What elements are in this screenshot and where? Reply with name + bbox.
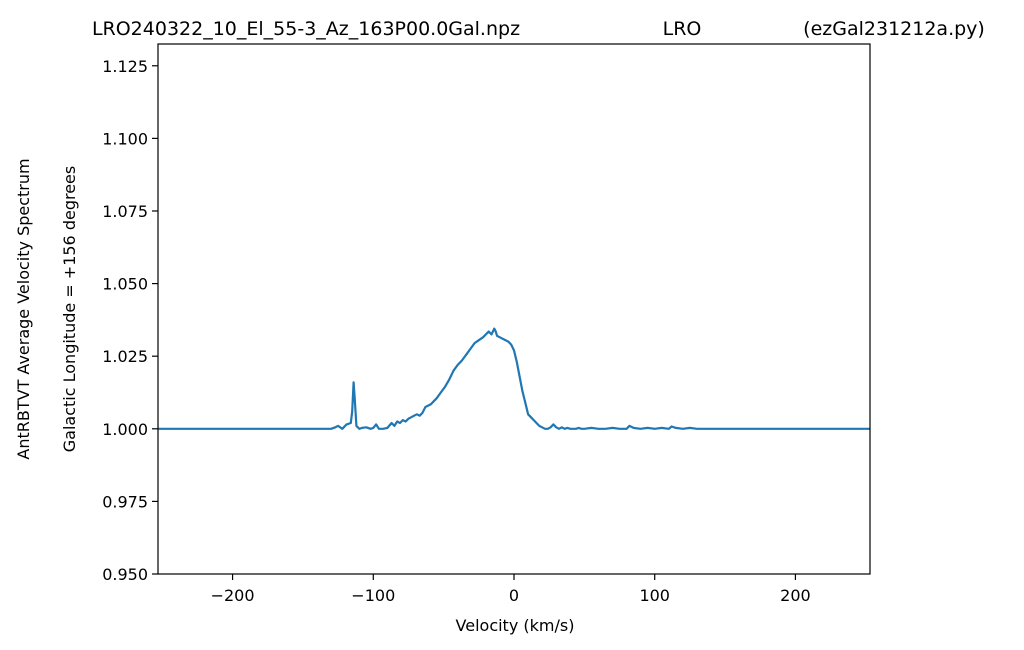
y-tick-label: 0.950 xyxy=(102,565,148,584)
y-axis-label-line-2: Galactic Longitude = +156 degrees xyxy=(60,166,79,452)
series-line xyxy=(158,327,870,430)
x-axis-ticks: −200 −100 0 100 200 xyxy=(211,574,811,605)
chart-title-left: LRO240322_10_El_55-3_Az_163P00.0Gal.npz xyxy=(92,18,520,40)
x-tick-label: 200 xyxy=(780,586,811,605)
x-tick-label: −200 xyxy=(211,586,255,605)
plot-frame xyxy=(157,43,871,575)
y-axis-ticks: 0.950 0.975 1.000 1.025 1.050 1.075 1.100 1.125 xyxy=(102,57,158,584)
y-tick-label: 1.000 xyxy=(102,420,148,439)
x-tick-label: 100 xyxy=(639,586,670,605)
x-tick-label: −100 xyxy=(351,586,395,605)
y-axis-label-group: AntRBTVT Average Velocity Spectrum Galac… xyxy=(14,158,79,459)
chart-title-right: (ezGal231212a.py) xyxy=(803,18,985,40)
y-axis-label-line-1: AntRBTVT Average Velocity Spectrum xyxy=(14,158,33,459)
y-tick-label: 1.025 xyxy=(102,347,148,366)
y-tick-label: 1.125 xyxy=(102,57,148,76)
y-tick-label: 1.050 xyxy=(102,275,148,294)
y-tick-label: 1.100 xyxy=(102,129,148,148)
x-tick-label: 0 xyxy=(509,586,519,605)
x-axis-label: Velocity (km/s) xyxy=(456,616,575,635)
chart-title-center: LRO xyxy=(663,18,702,40)
y-tick-label: 0.975 xyxy=(102,492,148,511)
y-tick-label: 1.075 xyxy=(102,202,148,221)
